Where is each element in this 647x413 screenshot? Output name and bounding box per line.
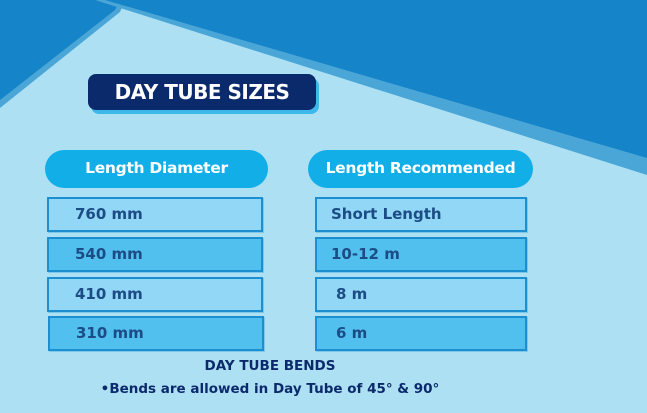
table-cell: 310 mm [48,316,264,351]
bends-text: Bends are allowed in Day Tube of 45° & 9… [109,381,440,397]
table-cell: Short Length [315,197,527,232]
bends-heading: DAY TUBE BENDS [204,358,336,374]
column-header-length-recommended: Length Recommended [308,150,533,188]
column-header-length-diameter: Length Diameter [45,150,268,188]
table-cell: 410 mm [47,277,263,312]
table-cell: 760 mm [47,197,263,232]
page-title: DAY TUBE SIZES [88,74,316,110]
table-cell: 10-12 m [315,237,527,272]
bends-list-item: •Bends are allowed in Day Tube of 45° & … [0,381,540,397]
bullet: • [100,381,110,397]
table-cell: 540 mm [47,237,263,272]
table-cell: 6 m [315,316,527,351]
table-cell: 8 m [315,277,527,312]
